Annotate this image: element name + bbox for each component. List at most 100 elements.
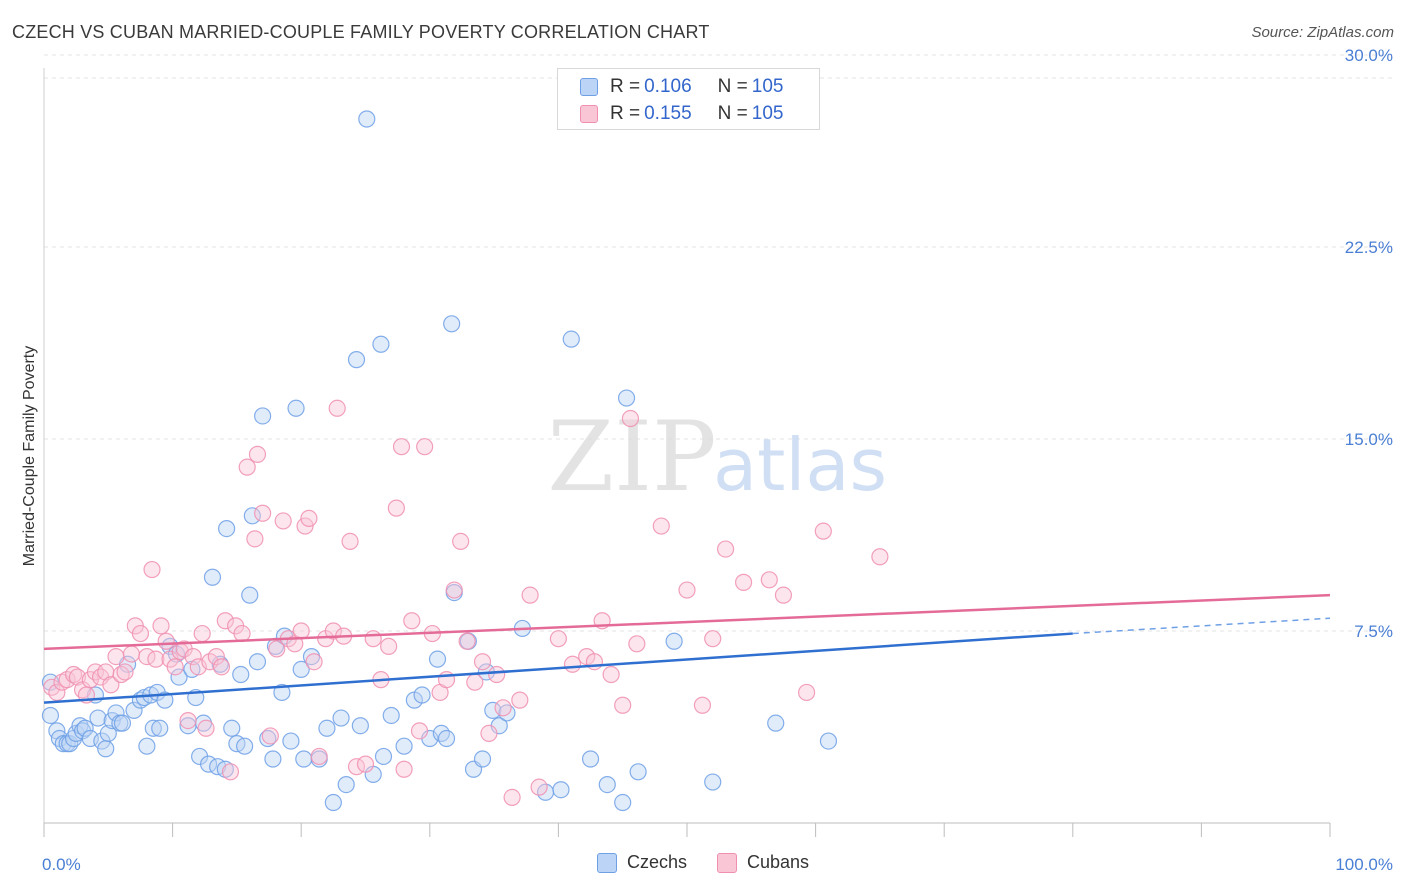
cubans-point-20 [143,560,161,579]
cubans-point-40 [238,458,256,476]
cubans-point-84 [530,778,548,796]
cubans-point-99 [734,573,753,591]
czechs-point-95 [562,330,580,348]
legend-row-czechs: R = 0.106 N = 105 [580,75,787,99]
cubans-point-81 [503,788,521,807]
czechs-point-94 [552,781,570,799]
cubans-point-32 [197,719,215,737]
n-label: N = [717,103,748,124]
n-label: N = [717,76,748,97]
cubans-point-46 [274,512,292,530]
grid-lines [44,54,1392,632]
czechs-point-51 [243,507,261,525]
czechs-point-73 [372,335,390,353]
cubans-point-58 [341,532,359,551]
czechs-point-26 [138,737,156,755]
cubans-point-49 [292,622,310,640]
cubans-point-18 [131,624,150,643]
czechs-point-52 [248,653,267,671]
czechs-point-89 [484,701,502,719]
cubans-point-66 [395,760,413,778]
trend-lines [43,593,1331,704]
cubans-legend-swatch [716,852,737,873]
cubans-point-82 [511,691,529,709]
cubans-point-55 [324,622,342,640]
czechs-point-66 [324,793,342,812]
cubans-point-21 [147,650,165,668]
r-value: 0.155 [644,103,692,124]
czechs-point-41 [203,568,222,586]
cubans-point-76 [466,673,484,691]
czechs-point-76 [395,737,413,755]
cubans-point-13 [107,647,125,666]
cubans-point-31 [193,624,211,643]
cubans-point-85 [549,630,568,648]
czechs-point-53 [254,407,272,425]
source-label: Source: ZipAtlas.com [1251,24,1394,41]
n-value: 105 [751,76,784,97]
czechs-point-62 [295,750,313,768]
czechs-point-80 [428,650,447,668]
czechs-point-81 [432,724,450,743]
cubans-point-98 [716,540,735,558]
watermark-zip: ZIP [547,401,716,513]
x-tick-label-max: 100.0% [1335,855,1393,874]
czechs-point-68 [337,775,355,794]
cubans-point-28 [179,711,197,730]
cubans-point-15 [116,663,134,681]
legend-item-cubans: Cubans [716,852,809,873]
czechs-legend-swatch [596,852,617,873]
r-label: R = [610,103,641,124]
cubans-point-61 [364,630,382,648]
czechs-point-96 [581,750,600,768]
cubans-point-44 [261,727,279,745]
cubans-point-96 [693,696,712,714]
czechs-point-45 [218,519,236,538]
czechs-trend-line [43,632,1073,704]
cubans-trend-line [43,593,1331,651]
czechs-point-57 [273,683,291,702]
r-label: R = [610,76,641,97]
cubans-point-101 [774,586,793,604]
cubans-point-94 [652,517,670,535]
czechs-point-30 [151,719,169,737]
czechs-point-54 [259,729,277,748]
czechs-point-50 [241,586,259,604]
cubans-point-69 [416,438,434,456]
cubans-point-91 [614,696,632,714]
czechs-point-1 [41,706,60,725]
cubans-point-100 [760,571,778,589]
czechs-trend-extension [1072,617,1331,635]
czechs-point-21 [113,714,132,732]
czechs-point-14 [89,709,107,727]
czechs-point-75 [382,706,400,725]
cubans-point-92 [621,409,640,428]
czechs-point-55 [264,750,282,768]
cubans-points [43,399,889,807]
czechs-point-78 [413,686,431,704]
czechs-point-74 [374,747,393,766]
czechs-point-48 [232,665,250,684]
czechs-point-97 [598,775,616,794]
czechs-point-103 [767,714,785,732]
cubans-point-78 [480,724,498,743]
cubans-point-43 [254,504,272,522]
cubans-point-97 [704,630,722,648]
cubans-point-45 [268,640,286,658]
cubans-point-42 [248,445,267,463]
czechs-point-31 [156,691,174,709]
cubans-point-103 [814,522,832,540]
cubans-point-95 [678,581,696,599]
cubans-point-0 [43,678,61,696]
cubans-point-86 [563,655,582,673]
cubans-point-56 [328,399,346,417]
legend-item-czechs: Czechs [596,852,687,873]
y-tick-label-0: 7.5% [1354,622,1393,641]
cubans-point-34 [207,647,225,666]
cubans-point-74 [452,532,470,551]
n-value: 105 [751,103,784,124]
tick-labels: 7.5% 15.0% 22.5% 30.0% 0.0% 100.0% [42,46,1393,874]
czechs-points [41,110,838,812]
cubans-point-67 [403,612,421,630]
